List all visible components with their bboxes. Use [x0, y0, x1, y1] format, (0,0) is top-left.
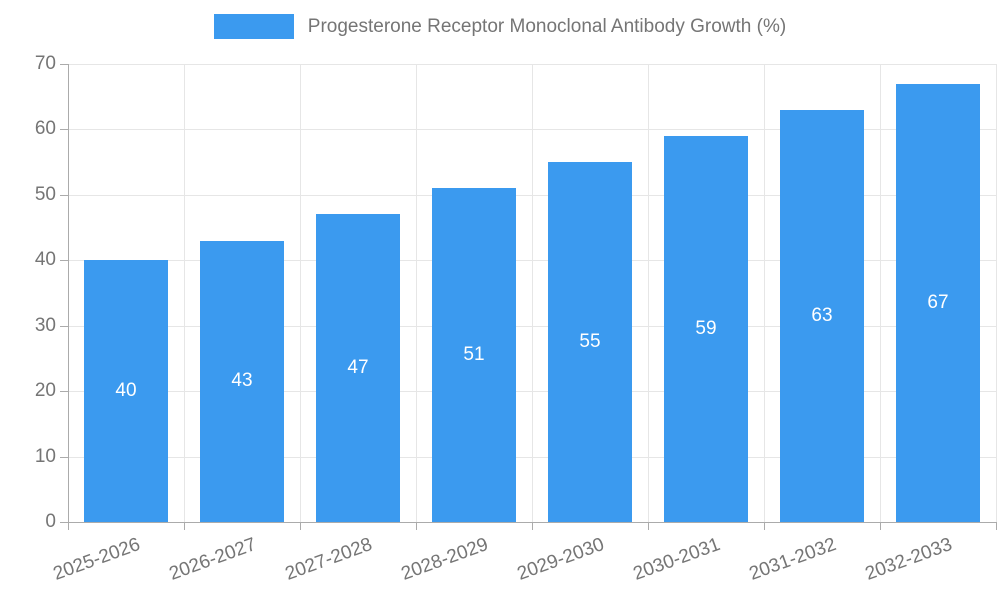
x-axis-tick-mark [764, 522, 765, 530]
y-tick-label: 0 [45, 511, 56, 532]
x-tick-label: 2028-2029 [398, 534, 492, 585]
bar-value-label: 40 [115, 380, 137, 402]
x-tick-label: 2029-2030 [514, 534, 608, 585]
gridline-vertical [416, 64, 417, 522]
bar: 63 [780, 109, 864, 522]
bar: 47 [316, 214, 400, 522]
x-axis-tick-mark [648, 522, 649, 530]
bar-value-label: 51 [463, 344, 485, 366]
y-tick-label: 30 [34, 314, 56, 336]
x-tick-label: 2032-2033 [862, 534, 956, 585]
bar-value-label: 67 [927, 291, 949, 313]
bar-value-label: 63 [811, 304, 833, 326]
y-axis-tick-mark [60, 456, 68, 458]
x-tick-label: 2026-2027 [166, 534, 260, 585]
y-axis-tick-mark [60, 260, 68, 262]
x-axis-tick-mark [996, 522, 997, 530]
y-axis-tick-mark [60, 194, 68, 196]
bar: 40 [84, 260, 168, 522]
y-axis-line [68, 64, 69, 522]
bar-value-label: 55 [579, 331, 601, 353]
y-tick-label: 20 [34, 380, 56, 402]
x-tick-label: 2025-2026 [50, 534, 144, 585]
bar: 51 [432, 188, 516, 522]
x-tick-label: 2031-2032 [746, 534, 840, 585]
y-tick-label: 50 [34, 183, 56, 205]
x-axis-tick-mark [416, 522, 417, 530]
gridline-vertical [648, 64, 649, 522]
bar: 55 [548, 162, 632, 522]
bar-value-label: 47 [347, 357, 369, 379]
y-tick-label: 40 [34, 249, 56, 271]
gridline-vertical [880, 64, 881, 522]
x-axis-tick-mark [880, 522, 881, 530]
x-axis-tick-mark [68, 522, 69, 530]
gridline-vertical [532, 64, 533, 522]
bar: 59 [664, 135, 748, 522]
legend-label: Progesterone Receptor Monoclonal Antibod… [307, 15, 787, 37]
gridline-vertical [184, 64, 185, 522]
y-axis-tick-mark [60, 522, 68, 523]
x-tick-label: 2027-2028 [282, 534, 376, 585]
bar: 43 [200, 240, 284, 522]
x-tick-label: 2030-2031 [630, 534, 724, 585]
x-axis-tick-mark [184, 522, 185, 530]
gridline-vertical [996, 64, 997, 522]
bar-value-label: 59 [695, 317, 717, 339]
y-tick-label: 70 [34, 53, 56, 74]
x-axis-line [68, 522, 996, 523]
y-axis-tick-mark [60, 64, 68, 65]
x-axis-tick-mark [300, 522, 301, 530]
y-axis-tick-mark [60, 325, 68, 327]
chart-legend[interactable]: Progesterone Receptor Monoclonal Antibod… [0, 14, 1000, 39]
y-tick-label: 60 [34, 118, 56, 140]
x-axis-tick-mark [532, 522, 533, 530]
y-tick-label: 10 [34, 445, 56, 467]
bar-value-label: 43 [231, 370, 253, 392]
legend-swatch [213, 14, 294, 39]
y-axis-tick-mark [60, 391, 68, 393]
y-axis-tick-mark [60, 129, 68, 131]
bar: 67 [896, 83, 980, 522]
gridline-vertical [300, 64, 301, 522]
gridline-vertical [764, 64, 765, 522]
